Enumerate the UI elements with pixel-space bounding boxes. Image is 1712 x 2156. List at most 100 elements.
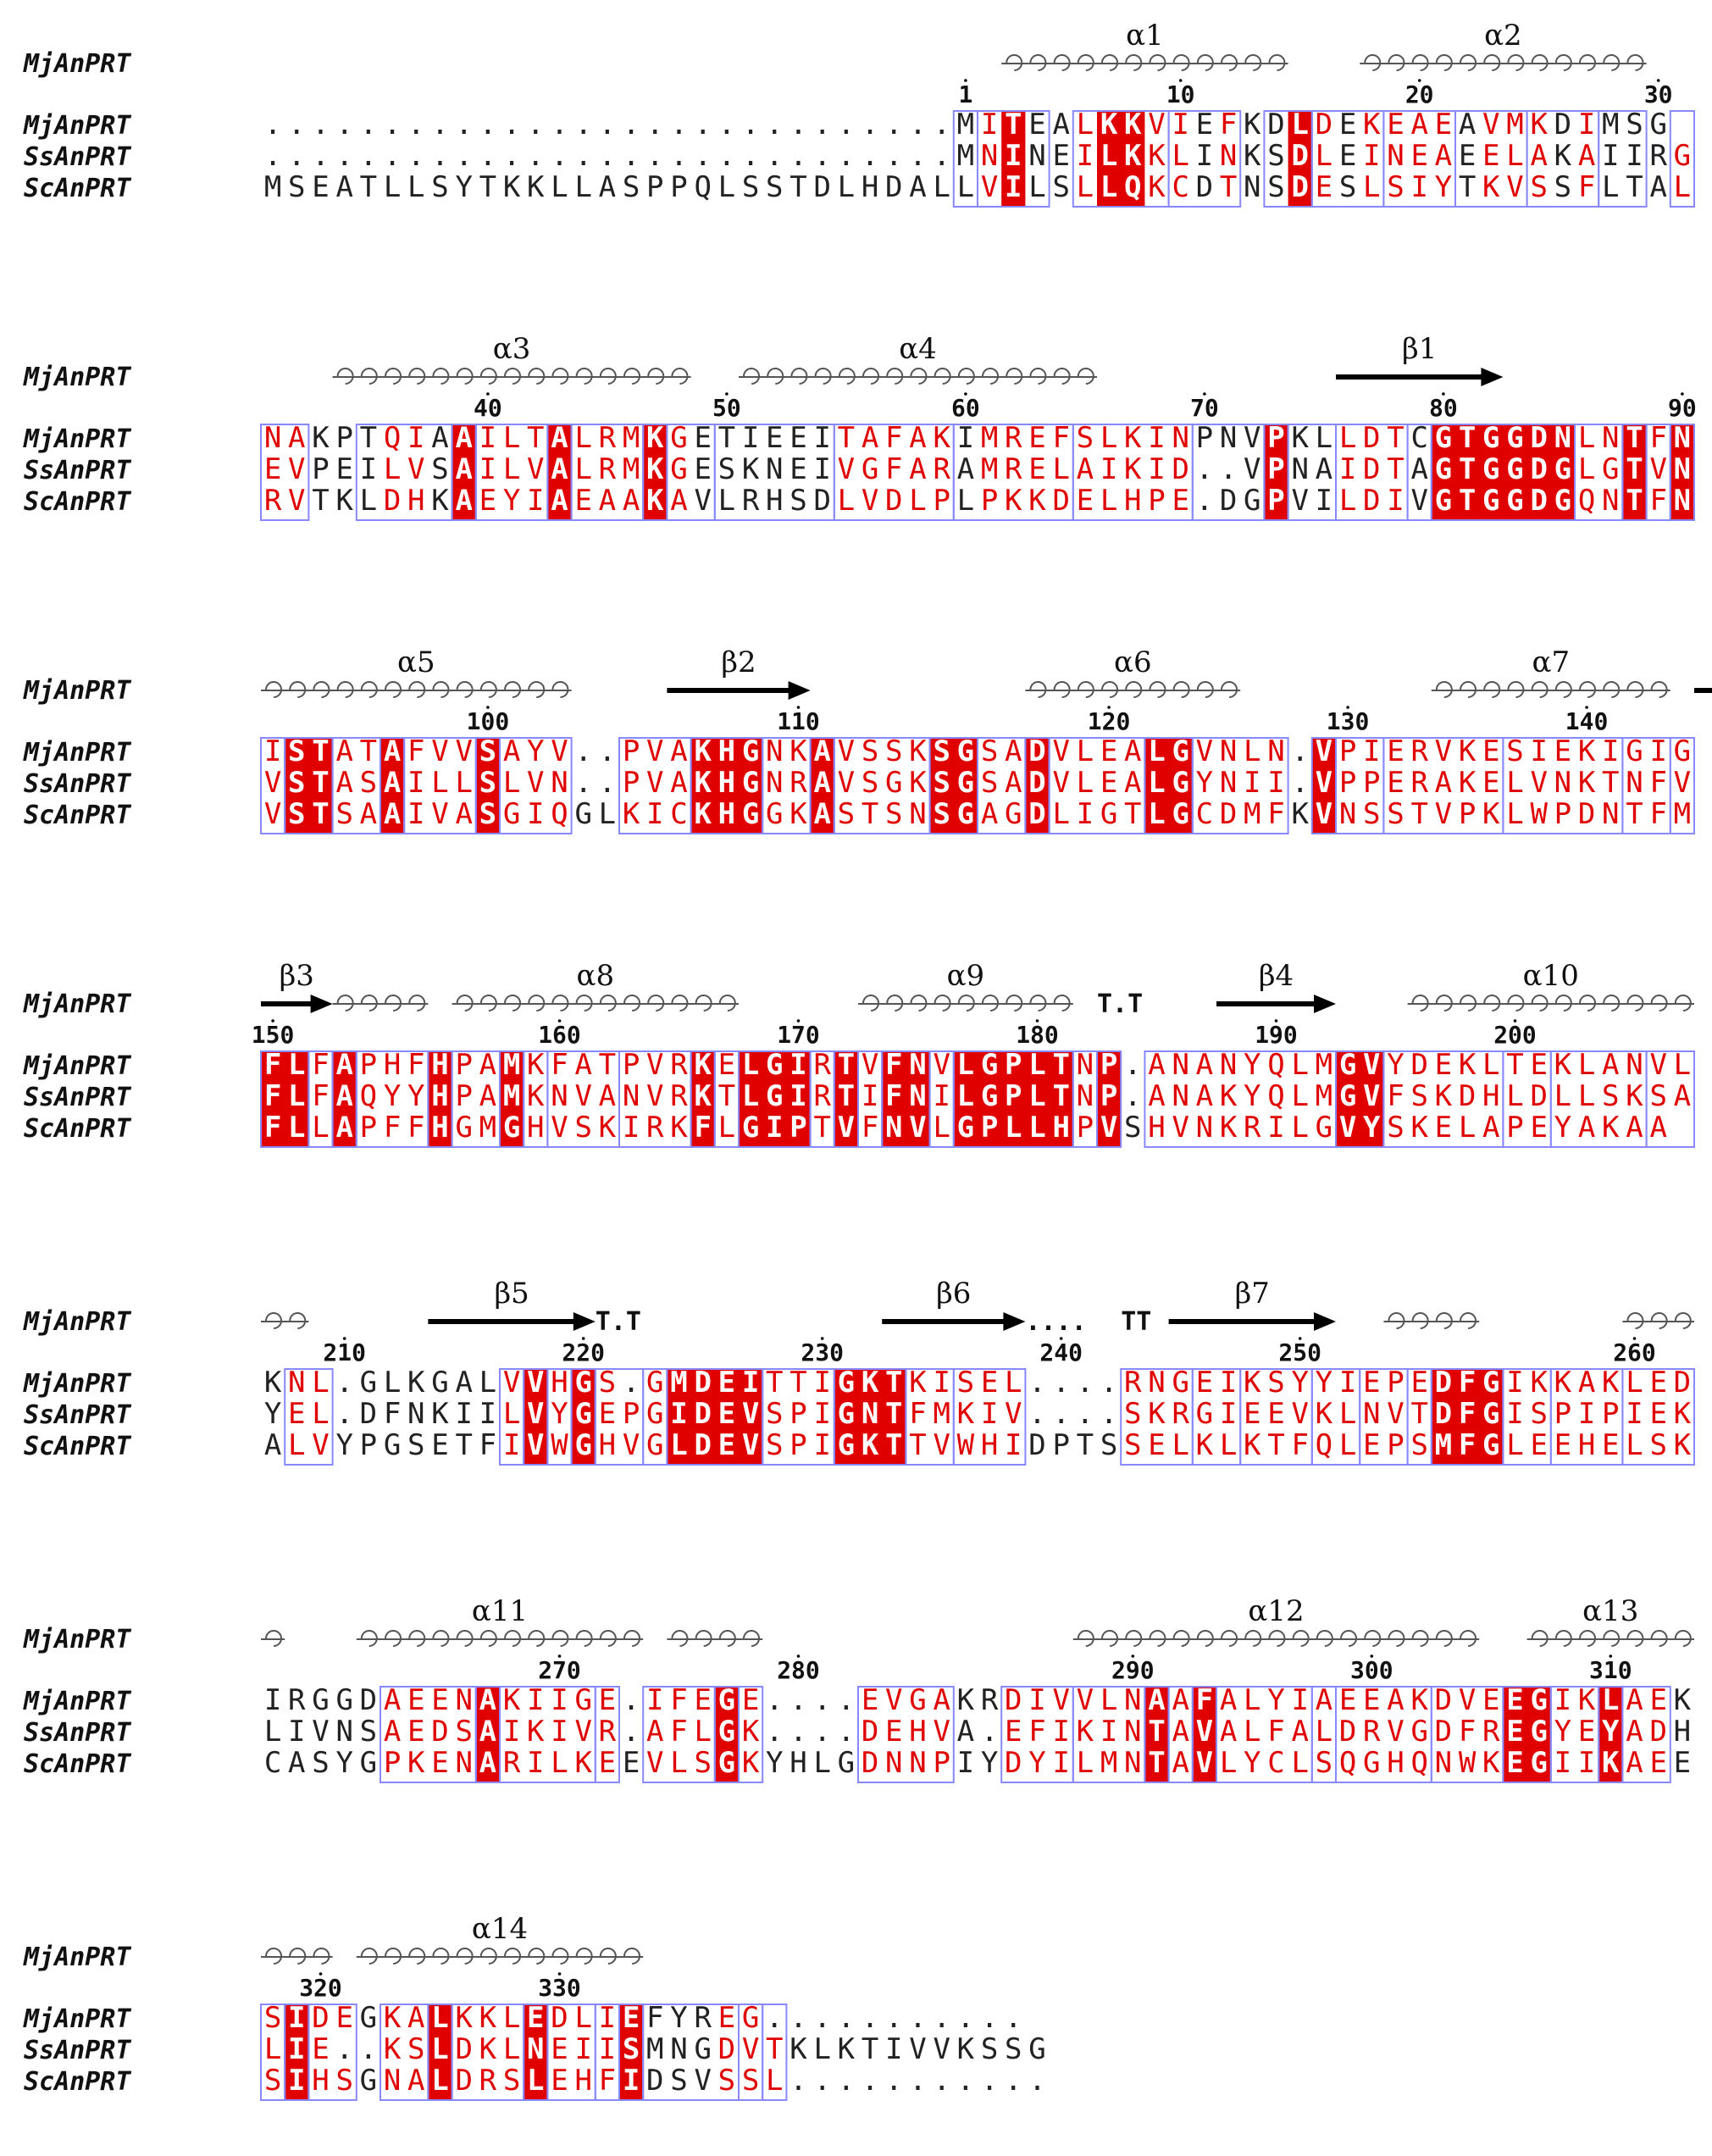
- residue-number-dot: [725, 392, 729, 396]
- alignment-block: MjAnPRT α5 β2 α6 α7 100 110 120 130 140 MjAnPRT I S T…: [23, 646, 1712, 834]
- residue-number: 150: [252, 1021, 295, 1049]
- identical-column-fill: [1025, 738, 1050, 834]
- identical-column-fill: [524, 2004, 548, 2100]
- secondary-structure-name: α6: [1114, 646, 1152, 679]
- helix-mark: [356, 1948, 644, 1965]
- residue-number-dot: [581, 1337, 585, 1340]
- sequence-name: MjAnPRT: [23, 1369, 131, 1399]
- residue-number-dot: [557, 1654, 562, 1658]
- identical-column-fill: [1311, 738, 1336, 834]
- secondary-structure-name: α1: [1126, 19, 1164, 53]
- identical-column-fill: [1097, 111, 1145, 207]
- helix-mark: [261, 1312, 309, 1329]
- identical-column-fill: [1144, 1687, 1169, 1782]
- identical-column-fill: [1288, 111, 1312, 207]
- residue-number-dot: [796, 1019, 801, 1023]
- residue-number-dot: [319, 1972, 323, 1976]
- similarity-box: [1645, 1050, 1695, 1148]
- alignment-block: MjAnPRT α1 α2 1 10 20 30 MjAnPRT...............…: [23, 19, 1696, 208]
- secondary-structure-name: α10: [1523, 959, 1579, 993]
- residue-number: 280: [777, 1656, 820, 1684]
- residue-number: 190: [1255, 1021, 1298, 1049]
- residue-number: 290: [1111, 1656, 1155, 1684]
- identical-column-fill: [1192, 1687, 1216, 1782]
- residue-number-dot: [1059, 1337, 1063, 1340]
- similarity-box: [1669, 110, 1696, 208]
- sequence-name: SsAnPRT: [24, 1718, 131, 1748]
- turn-mark: T.T: [1097, 989, 1143, 1019]
- sequence-name: MjAnPRT: [23, 2004, 131, 2034]
- residue-number-dot: [1513, 1019, 1517, 1023]
- turn-mark: ....: [1025, 1307, 1086, 1337]
- sequence-name: MjAnPRT: [23, 111, 131, 141]
- similarity-box: [952, 1368, 1027, 1466]
- helix-mark: [1025, 681, 1241, 698]
- secondary-structure-name: α14: [472, 1912, 528, 1946]
- helix-mark: [1001, 54, 1288, 71]
- sequence-name: SsAnPRT: [24, 1083, 131, 1112]
- residue-number-dot: [1656, 79, 1660, 82]
- similarity-box: [1191, 737, 1289, 834]
- helix-mark: [739, 368, 1097, 385]
- similarity-box: [1096, 1050, 1122, 1148]
- identical-column-fill: [690, 738, 763, 834]
- identical-column-fill: [452, 424, 476, 520]
- residue-number-dot: [1609, 1654, 1613, 1658]
- similarity-box: [857, 1686, 955, 1783]
- residue-number: 70: [1190, 394, 1219, 422]
- identical-column-fill: [1622, 424, 1647, 520]
- secondary-structure-name: α8: [577, 959, 615, 993]
- strand-arrow-head: [1314, 1312, 1336, 1331]
- helix-mark: [1072, 1630, 1480, 1647]
- identical-column-fill: [500, 1051, 524, 1147]
- residue-number-dot: [1131, 1654, 1135, 1658]
- strand-arrow-head: [1314, 995, 1336, 1013]
- residue-number-dot: [1681, 392, 1684, 396]
- sequence-name: ScAnPRT: [24, 801, 131, 830]
- residue-number: 300: [1350, 1656, 1393, 1684]
- turn-mark: T.T: [596, 1307, 641, 1337]
- residue-number: 20: [1405, 80, 1434, 108]
- residue-number-dot: [820, 1337, 824, 1340]
- residue-number: 140: [1565, 707, 1609, 735]
- residue-number: 60: [951, 394, 980, 422]
- alignment-block: MjAnPRT α14 320 330 MjAnPRT S I D E G K A L K K L E D L I E F…: [23, 1912, 1046, 2101]
- strand-arrow-head: [788, 681, 811, 700]
- similarity-box: [1621, 1686, 1671, 1783]
- helix-mark: [356, 1630, 644, 1647]
- identical-column-fill: [739, 1051, 811, 1147]
- residue-number: 110: [777, 707, 820, 735]
- residue-number-dot: [1178, 79, 1183, 82]
- turn-mark: TT: [1121, 1307, 1151, 1337]
- similarity-box: [307, 2004, 357, 2101]
- residue-number: 220: [562, 1338, 605, 1366]
- identical-column-fill: [619, 2004, 644, 2100]
- secondary-structure-name: α5: [397, 646, 435, 679]
- helix-mark: [261, 1630, 285, 1647]
- strand-arrow-head: [1481, 368, 1504, 386]
- alignment-block: MjAnPRT α11 α12 α13 270 280 290 300 310 MjAnPRT I R…: [23, 1594, 1694, 1783]
- secondary-structure-label: MjAnPRT: [23, 363, 131, 392]
- residue-number-dot: [1298, 1337, 1302, 1340]
- helix-mark: [1622, 1312, 1694, 1329]
- identical-column-fill: [428, 2004, 452, 2100]
- identical-column-fill: [1264, 424, 1288, 520]
- identical-column-fill: [1431, 424, 1575, 520]
- identical-column-fill: [810, 738, 834, 834]
- sequence-name: ScAnPRT: [24, 1432, 131, 1461]
- secondary-structure-label: MjAnPRT: [23, 989, 131, 1019]
- identical-column-fill: [667, 1369, 763, 1465]
- identical-column-fill: [690, 1051, 715, 1147]
- identical-column-fill: [1336, 1051, 1384, 1147]
- secondary-structure-name: α12: [1248, 1594, 1304, 1628]
- similarity-box: [499, 737, 573, 834]
- identical-column-fill: [1598, 1687, 1623, 1782]
- secondary-structure-name: α7: [1532, 646, 1571, 679]
- identical-column-fill: [1144, 738, 1193, 834]
